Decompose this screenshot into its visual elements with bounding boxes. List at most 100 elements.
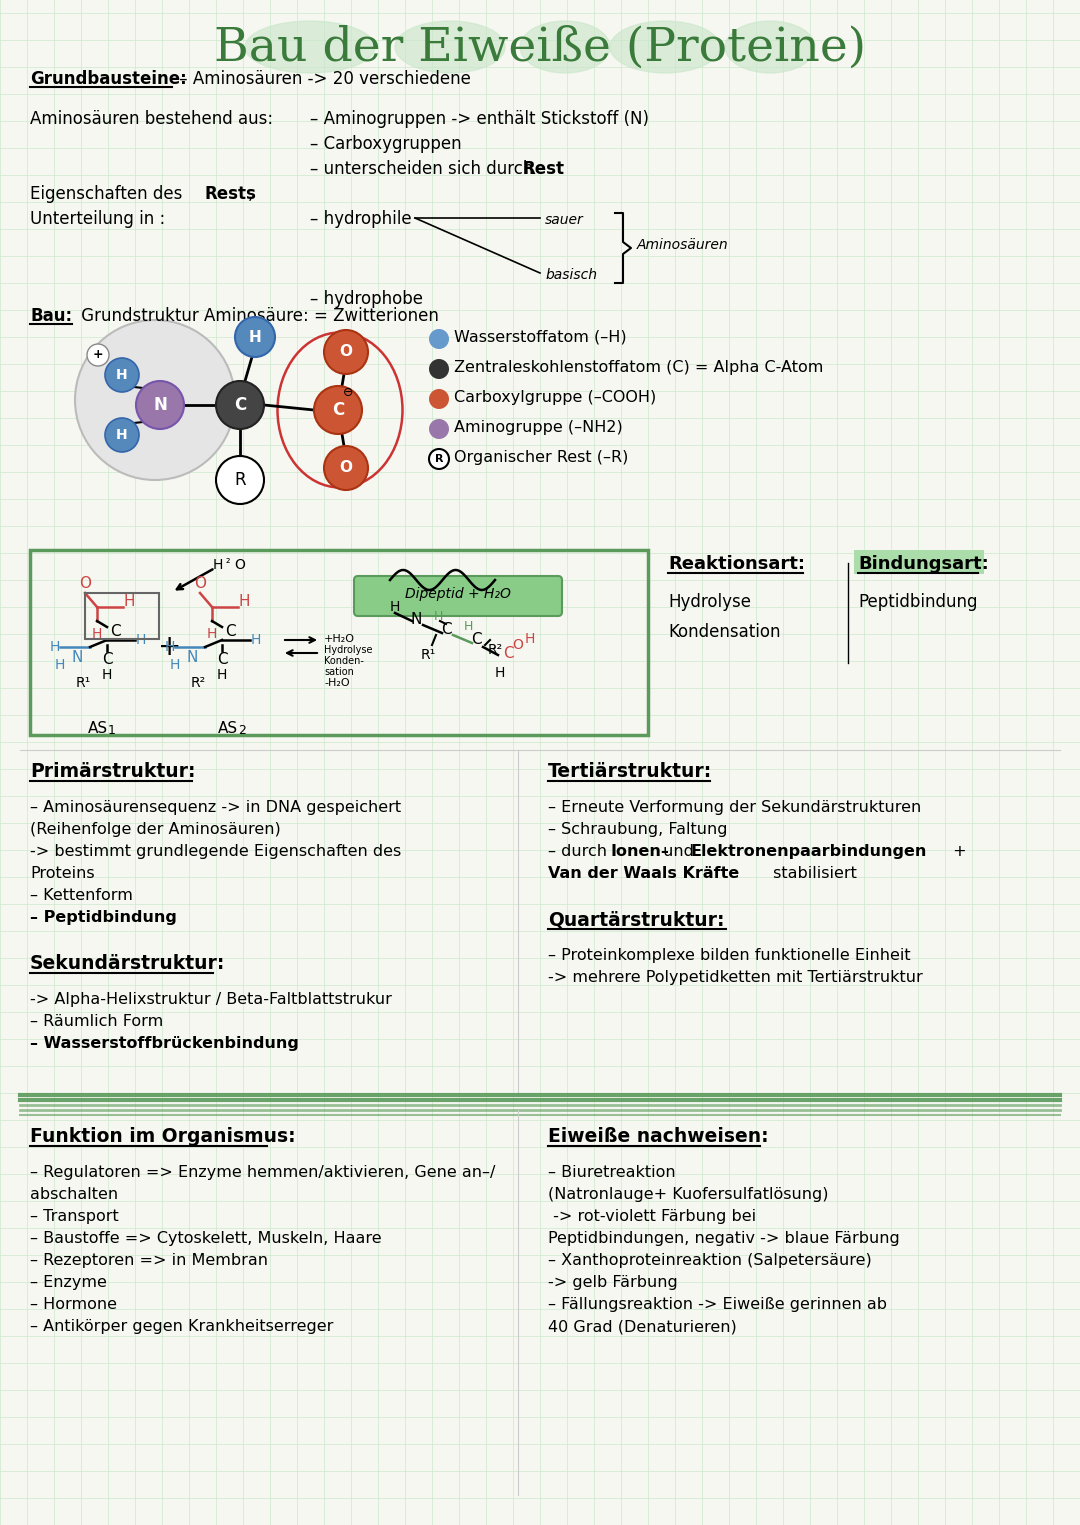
Text: N: N [153, 396, 167, 413]
Text: C: C [225, 624, 235, 639]
Text: und: und [658, 843, 699, 859]
Text: – Antikörper gegen Krankheitserreger: – Antikörper gegen Krankheitserreger [30, 1319, 334, 1334]
Circle shape [136, 381, 184, 429]
Text: H: H [463, 621, 473, 633]
Text: Primärstruktur:: Primärstruktur: [30, 762, 195, 781]
Text: Grundbausteine:: Grundbausteine: [30, 70, 187, 88]
Circle shape [105, 358, 139, 392]
Circle shape [429, 329, 449, 349]
Text: Bau:: Bau: [30, 307, 72, 325]
Text: H: H [217, 668, 227, 682]
Text: Bindungsart:: Bindungsart: [858, 555, 989, 573]
Text: C: C [471, 633, 482, 648]
Text: H: H [239, 595, 249, 610]
Text: Bau der Eiweiße (Proteine): Bau der Eiweiße (Proteine) [214, 24, 866, 70]
Text: – Rezeptoren => in Membran: – Rezeptoren => in Membran [30, 1254, 268, 1267]
Text: H: H [117, 429, 127, 442]
Text: Rests: Rests [205, 185, 257, 203]
Text: O: O [234, 558, 245, 572]
Text: C: C [217, 653, 227, 668]
Text: C: C [102, 653, 112, 668]
Text: Reaktionsart:: Reaktionsart: [669, 555, 805, 573]
Text: AS: AS [218, 721, 238, 737]
Text: N: N [71, 650, 83, 665]
Text: Aminosäuren: Aminosäuren [637, 238, 729, 252]
Text: H: H [102, 668, 112, 682]
Circle shape [105, 418, 139, 451]
Text: H: H [206, 627, 217, 640]
Circle shape [314, 386, 362, 435]
Text: Rest: Rest [522, 160, 564, 178]
Text: – Biuretreaktion: – Biuretreaktion [548, 1165, 676, 1180]
Text: Zentraleskohlenstoffatom (C) = Alpha C-Atom: Zentraleskohlenstoffatom (C) = Alpha C-A… [454, 360, 823, 375]
Text: H: H [165, 640, 175, 654]
Text: sation: sation [324, 666, 354, 677]
Text: ⊖: ⊖ [342, 386, 353, 398]
Text: N: N [187, 650, 198, 665]
Circle shape [429, 419, 449, 439]
Text: sauer: sauer [545, 214, 584, 227]
Text: -> rot-violett Färbung bei: -> rot-violett Färbung bei [548, 1209, 756, 1225]
Circle shape [429, 448, 449, 470]
Text: H: H [213, 558, 224, 572]
Text: Sekundärstruktur:: Sekundärstruktur: [30, 955, 226, 973]
Text: – durch: – durch [548, 843, 612, 859]
Text: – Aminosäurensequenz -> in DNA gespeichert: – Aminosäurensequenz -> in DNA gespeiche… [30, 801, 401, 814]
Text: +: + [159, 633, 181, 660]
Text: Peptidbindungen, negativ -> blaue Färbung: Peptidbindungen, negativ -> blaue Färbun… [548, 1231, 900, 1246]
Circle shape [429, 358, 449, 380]
Text: H: H [525, 631, 536, 647]
Text: H: H [136, 633, 146, 647]
Text: R²: R² [190, 676, 205, 689]
Text: – Schraubung, Faltung: – Schraubung, Faltung [548, 822, 728, 837]
Text: Funktion im Organismus:: Funktion im Organismus: [30, 1127, 296, 1145]
Text: – Proteinkomplexe bilden funktionelle Einheit: – Proteinkomplexe bilden funktionelle Ei… [548, 949, 910, 962]
Text: C: C [441, 622, 451, 637]
Text: C: C [110, 624, 120, 639]
Text: – Regulatoren => Enzyme hemmen/aktivieren, Gene an–/: – Regulatoren => Enzyme hemmen/aktiviere… [30, 1165, 496, 1180]
Circle shape [324, 329, 368, 374]
Circle shape [429, 389, 449, 409]
Text: H: H [92, 627, 103, 640]
Text: Hydrolyse: Hydrolyse [669, 593, 751, 612]
Text: (Reihenfolge der Aminosäuren): (Reihenfolge der Aminosäuren) [30, 822, 281, 837]
Text: – unterscheiden sich durch: – unterscheiden sich durch [310, 160, 539, 178]
Text: Tertiärstruktur:: Tertiärstruktur: [548, 762, 712, 781]
Text: H: H [495, 666, 505, 680]
Text: H: H [170, 657, 180, 673]
Text: Carboxylgruppe (–COOH): Carboxylgruppe (–COOH) [454, 390, 657, 406]
Text: – hydrophobe: – hydrophobe [310, 290, 423, 308]
Text: -> mehrere Polypetidketten mit Tertiärstruktur: -> mehrere Polypetidketten mit Tertiärst… [548, 970, 922, 985]
Text: -H₂O: -H₂O [324, 679, 350, 688]
Text: – Räumlich Form: – Räumlich Form [30, 1014, 163, 1029]
Text: ₂: ₂ [226, 555, 230, 564]
Text: O: O [339, 345, 352, 360]
Text: H: H [50, 640, 60, 654]
Text: – Fällungsreaktion -> Eiweiße gerinnen ab: – Fällungsreaktion -> Eiweiße gerinnen a… [548, 1296, 887, 1312]
Text: R¹: R¹ [76, 676, 91, 689]
Text: basisch: basisch [545, 268, 597, 282]
Text: 40 Grad (Denaturieren): 40 Grad (Denaturieren) [548, 1319, 737, 1334]
Ellipse shape [725, 21, 815, 73]
Text: -> Alpha-Helixstruktur / Beta-Faltblattstrukur: -> Alpha-Helixstruktur / Beta-Faltblatts… [30, 991, 392, 1006]
Text: H: H [248, 329, 261, 345]
Text: Eiweiße nachweisen:: Eiweiße nachweisen: [548, 1127, 769, 1145]
Text: – Wasserstoffbrückenbindung: – Wasserstoffbrückenbindung [30, 1035, 299, 1051]
Text: – Baustoffe => Cytoskelett, Muskeln, Haare: – Baustoffe => Cytoskelett, Muskeln, Haa… [30, 1231, 381, 1246]
Text: -> gelb Färbung: -> gelb Färbung [548, 1275, 678, 1290]
Ellipse shape [610, 21, 720, 73]
Circle shape [324, 445, 368, 490]
Text: C: C [502, 645, 513, 660]
Text: O: O [513, 637, 524, 653]
Circle shape [75, 320, 235, 480]
Text: Aminogruppe (–NH2): Aminogruppe (–NH2) [454, 419, 623, 435]
Text: Ionen–: Ionen– [611, 843, 670, 859]
Text: Unterteilung in :: Unterteilung in : [30, 210, 165, 229]
Text: AS: AS [87, 721, 108, 737]
Text: Peptidbindung: Peptidbindung [858, 593, 977, 612]
Text: H: H [117, 368, 127, 381]
Text: – Hormone: – Hormone [30, 1296, 117, 1312]
Text: stabilisiert: stabilisiert [768, 866, 856, 881]
Circle shape [235, 317, 275, 357]
Text: Konden-: Konden- [324, 656, 364, 666]
